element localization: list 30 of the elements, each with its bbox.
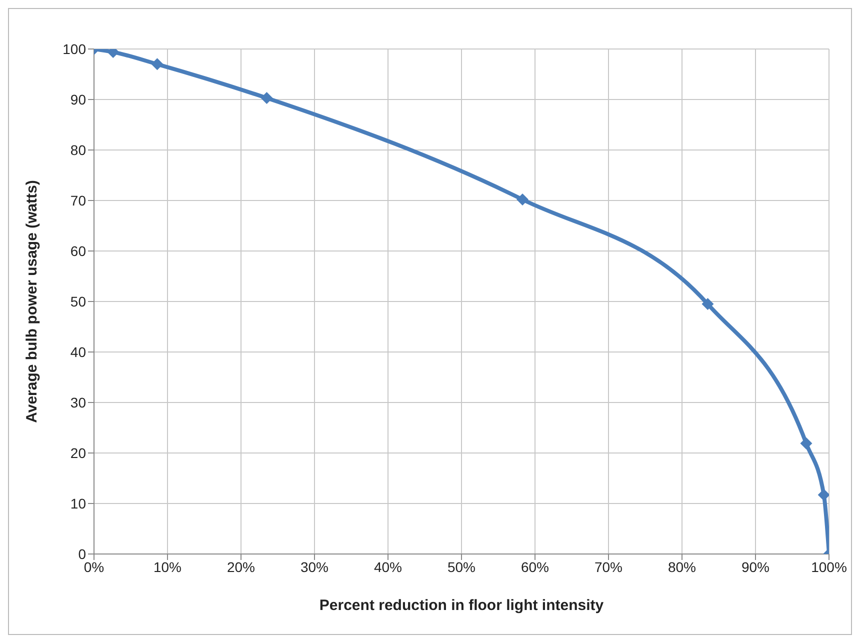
x-tick-label: 90% — [741, 558, 770, 575]
x-tick-label: 0% — [84, 558, 104, 575]
y-tick-label: 50 — [70, 293, 86, 310]
y-tick-label: 40 — [70, 344, 86, 360]
y-tick-label: 90 — [70, 91, 86, 108]
y-tick-label: 20 — [70, 444, 86, 461]
y-tick-label: 70 — [70, 192, 86, 208]
y-tick-label: 0 — [78, 546, 86, 562]
x-tick-label: 10% — [153, 558, 182, 575]
point — [818, 488, 829, 501]
x-tick-label: 100% — [811, 558, 847, 575]
point — [260, 92, 273, 104]
x-tick-label: 80% — [668, 558, 696, 575]
y-axis-title: Average bulb power usage (watts) — [23, 180, 40, 423]
x-tick-label: 40% — [374, 558, 402, 575]
y-tick-label: 80 — [70, 142, 86, 158]
point — [702, 298, 714, 310]
point — [516, 193, 529, 206]
point — [800, 437, 812, 450]
y-tick-label: 100 — [62, 40, 86, 57]
y-tick-label: 60 — [70, 242, 86, 259]
y-tick-label: 10 — [70, 495, 86, 512]
x-tick-label: 70% — [594, 558, 623, 575]
x-tick-label: 50% — [447, 558, 476, 575]
x-tick-label: 20% — [226, 558, 256, 575]
x-tick-label: 60% — [520, 558, 550, 575]
x-tick-label: 30% — [300, 558, 329, 575]
point — [151, 58, 164, 70]
x-axis-title: Percent reduction in floor light intensity — [319, 597, 604, 614]
y-tick-label: 30 — [70, 394, 86, 410]
